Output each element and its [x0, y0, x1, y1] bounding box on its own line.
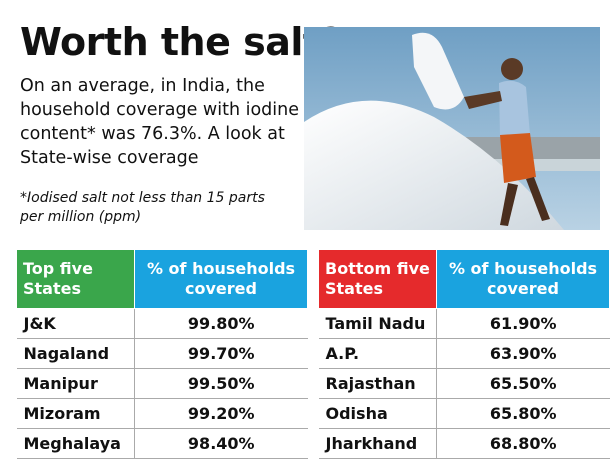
coverage-value: 63.90%	[436, 338, 610, 369]
table-row: Nagaland 99.70%	[16, 338, 308, 369]
state-name: Jharkhand	[318, 428, 437, 459]
coverage-value: 99.80%	[134, 308, 308, 339]
state-name: Meghalaya	[16, 428, 135, 459]
state-name: Mizoram	[16, 398, 135, 429]
state-name: Tamil Nadu	[318, 308, 437, 339]
table-row: Rajasthan 65.50%	[318, 368, 610, 399]
table-row: J&K 99.80%	[16, 308, 308, 339]
table-row: Mizoram 99.20%	[16, 398, 308, 429]
table-row: Tamil Nadu 61.90%	[318, 308, 610, 339]
salt-worker-photo	[304, 27, 600, 230]
table-header-row: Top five States % of households covered	[16, 249, 308, 309]
state-name: Nagaland	[16, 338, 135, 369]
coverage-value: 99.50%	[134, 368, 308, 399]
coverage-value: 99.70%	[134, 338, 308, 369]
top-five-table: Top five States % of households covered …	[16, 249, 308, 459]
coverage-value: 98.40%	[134, 428, 308, 459]
state-name: Odisha	[318, 398, 437, 429]
coverage-value: 65.80%	[436, 398, 610, 429]
state-name: Rajasthan	[318, 368, 437, 399]
table-row: Jharkhand 68.80%	[318, 428, 610, 459]
table-row: Odisha 65.80%	[318, 398, 610, 429]
footnote: *Iodised salt not less than 15 parts per…	[20, 190, 265, 225]
coverage-value: 65.50%	[436, 368, 610, 399]
coverage-value: 99.20%	[134, 398, 308, 429]
column-header-state: Top five States	[16, 249, 135, 309]
coverage-value: 61.90%	[436, 308, 610, 339]
table-row: Meghalaya 98.40%	[16, 428, 308, 459]
column-header-percent: % of households covered	[436, 249, 610, 309]
column-header-percent: % of households covered	[134, 249, 308, 309]
coverage-value: 68.80%	[436, 428, 610, 459]
state-name: Manipur	[16, 368, 135, 399]
page-title: Worth the salt?	[20, 20, 343, 64]
state-name: J&K	[16, 308, 135, 339]
table-row: Manipur 99.50%	[16, 368, 308, 399]
subtitle: On an average, in India, the household c…	[20, 76, 300, 168]
column-header-state: Bottom five States	[318, 249, 437, 309]
bottom-five-table: Bottom five States % of households cover…	[318, 249, 610, 459]
table-row: A.P. 63.90%	[318, 338, 610, 369]
state-name: A.P.	[318, 338, 437, 369]
table-header-row: Bottom five States % of households cover…	[318, 249, 610, 309]
salt-worker-image	[304, 27, 600, 230]
